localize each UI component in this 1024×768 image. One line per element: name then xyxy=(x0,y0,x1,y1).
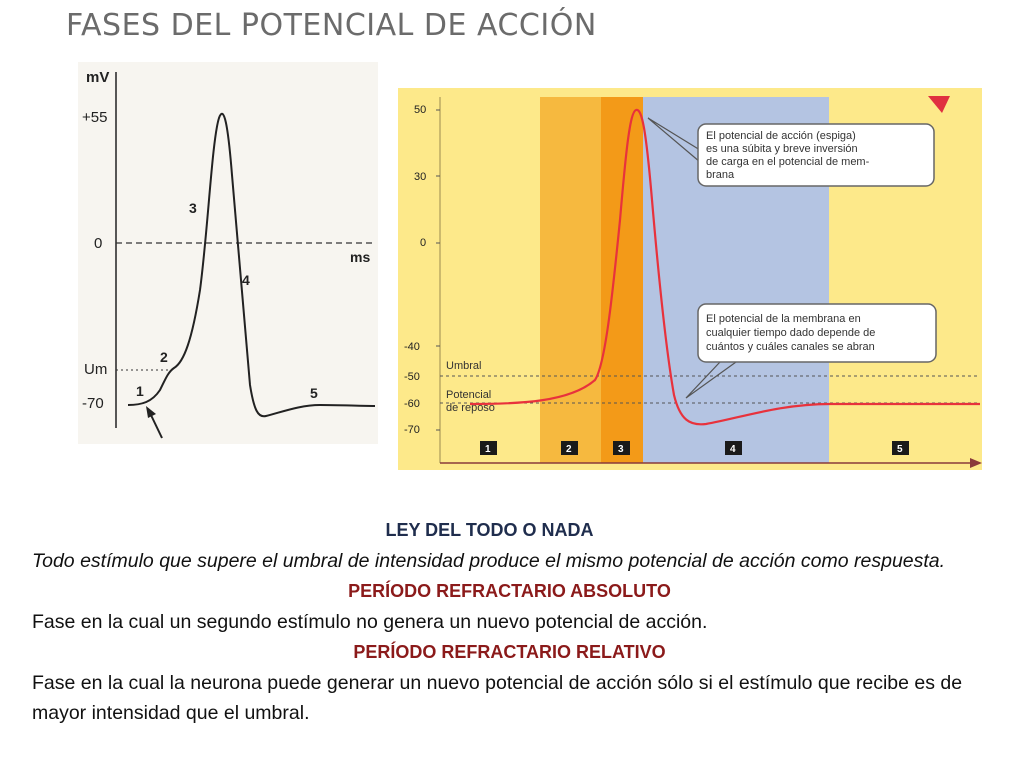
law-heading: LEY DEL TODO O NADA xyxy=(385,520,594,540)
left-phase-1: 1 xyxy=(136,383,144,399)
phase-box-4-label: 4 xyxy=(730,444,736,455)
umbral-label: Umbral xyxy=(446,360,481,372)
left-phase-2: 2 xyxy=(160,349,168,365)
phase-box-3-rect xyxy=(613,441,630,455)
band-phase-3 xyxy=(601,97,643,463)
callout-bottom: El potencial de la membrana en cualquier… xyxy=(685,303,937,399)
law-body: Todo estímulo que supere el umbral de in… xyxy=(32,549,946,572)
explanatory-text: LEY DEL TODO O NADA Todo estímulo que su… xyxy=(32,515,1017,729)
stimulus-arrow xyxy=(149,412,163,439)
right-y-tick-minus60: -60 xyxy=(404,398,420,410)
phase-box-5-label: 5 xyxy=(897,444,903,455)
callout-bottom-line2: cualquier tiempo dado depende de xyxy=(706,327,875,339)
left-y-label-um: Um xyxy=(84,361,107,378)
action-potential-diagrams: mV +55 0 Um -70 ms 1 2 3 4 5 50 30 0 -40… xyxy=(78,62,982,470)
callout-bottom-box xyxy=(697,303,937,363)
phase-box-4-rect xyxy=(725,441,742,455)
callout-top-pointer xyxy=(647,117,701,163)
absolute-refractory-heading: PERÍODO REFRACTARIO ABSOLUTO xyxy=(348,581,671,601)
phase-box-1: 1 xyxy=(480,441,497,455)
left-y-label-plus55: +55 xyxy=(82,109,107,126)
phase-box-2-label: 2 xyxy=(566,444,572,455)
right-y-tick-0: 0 xyxy=(420,237,426,249)
left-y-label-minus70: -70 xyxy=(82,395,104,412)
phase-box-5-rect xyxy=(892,441,909,455)
slide-title: FASES DEL POTENCIAL DE ACCIÓN xyxy=(66,8,597,43)
right-y-tick-minus50: -50 xyxy=(404,371,420,383)
right-diagram: 50 30 0 -40 -50 -60 -70 Umbral Potencial… xyxy=(398,88,982,470)
left-phase-5: 5 xyxy=(310,385,318,401)
left-y-unit: mV xyxy=(86,69,109,86)
callout-bottom-pointer xyxy=(685,361,737,399)
right-y-tick-minus70: -70 xyxy=(404,424,420,436)
corner-marker xyxy=(928,96,950,113)
right-x-axis-arrow xyxy=(970,458,982,468)
callout-bottom-line3: cuántos y cuáles canales se abran xyxy=(706,341,875,353)
relative-refractory-heading: PERÍODO REFRACTARIO RELATIVO xyxy=(353,642,666,662)
right-y-tick-30: 30 xyxy=(414,171,426,183)
phase-box-2: 2 xyxy=(561,441,578,455)
left-phase-3: 3 xyxy=(189,200,197,216)
right-y-tick-minus40: -40 xyxy=(404,341,420,353)
callout-top-line3: de carga en el potencial de mem- xyxy=(706,156,870,168)
phase-box-1-label: 1 xyxy=(485,444,491,455)
left-diagram-background xyxy=(78,62,378,444)
phase-box-4: 4 xyxy=(725,441,742,455)
phase-box-1-rect xyxy=(480,441,497,455)
phase-box-5: 5 xyxy=(892,441,909,455)
stimulus-arrow-head xyxy=(146,406,156,418)
right-action-potential-curve xyxy=(469,108,980,426)
relative-refractory-body: Fase en la cual la neurona puede generar… xyxy=(32,671,963,725)
callout-top-line4: brana xyxy=(706,169,735,181)
left-y-label-zero: 0 xyxy=(94,235,102,252)
left-diagram: mV +55 0 Um -70 ms 1 2 3 4 5 xyxy=(78,62,378,444)
absolute-refractory-body: Fase en la cual un segundo estímulo no g… xyxy=(32,610,708,633)
callout-top-box xyxy=(697,123,935,187)
left-phase-4: 4 xyxy=(242,272,250,288)
phase-box-3: 3 xyxy=(613,441,630,455)
left-x-unit: ms xyxy=(350,249,370,265)
right-y-tick-50: 50 xyxy=(414,104,426,116)
callout-top: El potencial de acción (espiga) es una s… xyxy=(647,117,935,187)
band-phase-2 xyxy=(540,97,601,463)
left-action-potential-curve xyxy=(127,112,376,418)
reposo-label-line1: Potencial xyxy=(446,389,491,401)
callout-top-line2: es una súbita y breve inversión xyxy=(706,143,858,155)
phase-box-3-label: 3 xyxy=(618,444,624,455)
phase-box-2-rect xyxy=(561,441,578,455)
callout-top-line1: El potencial de acción (espiga) xyxy=(706,130,856,142)
callout-bottom-line1: El potencial de la membrana en xyxy=(706,313,861,325)
